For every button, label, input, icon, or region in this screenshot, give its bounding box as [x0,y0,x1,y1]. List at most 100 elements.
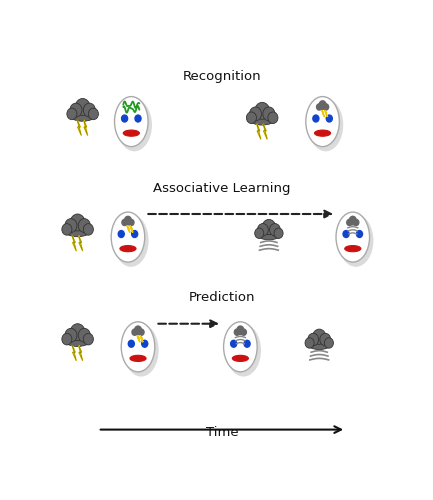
Circle shape [249,107,262,121]
Polygon shape [257,124,261,140]
Ellipse shape [123,324,158,376]
Text: Associative Learning: Associative Learning [153,182,291,194]
Polygon shape [325,110,328,117]
Circle shape [231,340,237,347]
Ellipse shape [113,214,149,267]
Polygon shape [322,110,325,117]
Circle shape [313,115,319,122]
Text: Time: Time [206,426,238,439]
Circle shape [234,329,240,336]
Circle shape [118,230,124,237]
Circle shape [135,115,141,122]
Ellipse shape [314,130,331,136]
Ellipse shape [308,339,330,349]
Circle shape [241,329,246,336]
Circle shape [75,98,90,116]
Text: Prediction: Prediction [189,292,255,304]
Circle shape [313,329,326,344]
Circle shape [274,228,283,238]
Ellipse shape [345,246,361,252]
Circle shape [255,228,264,238]
Ellipse shape [336,212,369,262]
Circle shape [83,334,94,345]
Ellipse shape [111,212,145,262]
Circle shape [125,216,131,224]
Ellipse shape [348,221,358,226]
Circle shape [257,224,268,236]
Circle shape [62,224,72,235]
Ellipse shape [123,221,133,226]
Ellipse shape [121,322,155,372]
Polygon shape [72,346,76,360]
Circle shape [83,224,94,235]
Circle shape [122,220,127,226]
Ellipse shape [258,230,280,240]
Circle shape [246,112,256,124]
Circle shape [70,214,85,231]
Circle shape [67,108,77,120]
Ellipse shape [130,356,146,362]
Circle shape [305,338,314,348]
Polygon shape [72,236,76,251]
Circle shape [132,230,138,237]
Circle shape [142,340,148,347]
Circle shape [268,112,278,124]
Ellipse shape [236,330,246,336]
Circle shape [262,220,275,234]
Ellipse shape [117,99,152,152]
Ellipse shape [226,324,261,376]
Circle shape [88,108,98,120]
Ellipse shape [338,214,373,267]
Polygon shape [77,120,81,136]
Circle shape [320,334,331,345]
Polygon shape [127,226,130,232]
Circle shape [319,101,326,108]
Circle shape [324,338,333,348]
Circle shape [65,328,77,342]
Ellipse shape [249,114,275,125]
Circle shape [62,334,72,345]
Circle shape [356,230,362,237]
Ellipse shape [65,225,90,236]
Circle shape [70,324,85,340]
Ellipse shape [306,96,339,146]
Ellipse shape [308,99,343,152]
Ellipse shape [123,130,139,136]
Circle shape [353,220,359,226]
Polygon shape [79,236,83,251]
Ellipse shape [114,96,148,146]
Circle shape [237,326,244,334]
Circle shape [326,115,332,122]
Circle shape [244,340,250,347]
Ellipse shape [133,330,143,336]
Text: Recognition: Recognition [183,70,261,83]
Polygon shape [263,124,267,140]
Circle shape [129,220,134,226]
Circle shape [269,224,281,236]
Circle shape [263,107,275,121]
Circle shape [128,340,134,347]
Polygon shape [137,336,140,342]
Circle shape [78,328,90,342]
Ellipse shape [317,106,328,110]
Circle shape [349,216,356,224]
Circle shape [122,115,128,122]
Circle shape [139,329,144,336]
Ellipse shape [70,110,95,121]
Ellipse shape [120,246,136,252]
Circle shape [78,218,90,232]
Polygon shape [79,346,83,360]
Circle shape [308,334,319,345]
Circle shape [317,104,322,110]
Polygon shape [140,336,143,342]
Polygon shape [84,120,87,136]
Ellipse shape [65,335,90,346]
Circle shape [343,230,349,237]
Circle shape [323,104,329,110]
Circle shape [132,329,137,336]
Circle shape [83,103,95,117]
Circle shape [70,103,82,117]
Polygon shape [130,226,133,232]
Ellipse shape [233,356,249,362]
Ellipse shape [223,322,257,372]
